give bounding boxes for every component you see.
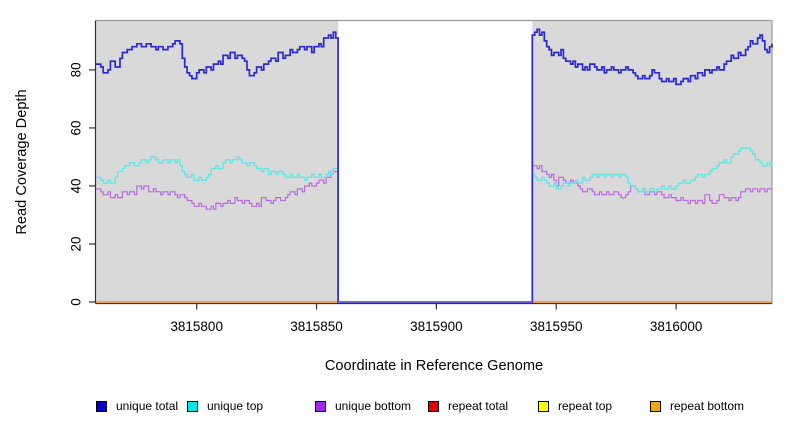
y-axis-title: Read Coverage Depth [14,89,30,234]
legend-item-unique-bottom: unique bottom [315,397,411,415]
legend-swatch-repeat-bottom [650,400,661,412]
legend-swatch-repeat-total [428,400,439,412]
legend-item-repeat-bottom: repeat bottom [650,397,744,415]
legend-item-repeat-total: repeat total [428,397,508,415]
x-tick-label: 3816000 [650,319,703,334]
x-tick-label: 3815800 [170,319,223,334]
legend-label: repeat total [448,399,509,413]
no-data-gap-region [338,21,533,303]
legend-item-repeat-top: repeat top [538,397,612,415]
legend-swatch-repeat-top [538,400,549,412]
y-tick-label: 20 [69,236,84,251]
y-tick-label: 60 [69,120,84,135]
y-tick-label: 40 [69,178,84,193]
plot-legend: unique total unique top unique bottom repea… [0,397,792,421]
series-line-unique-total [96,28,773,303]
x-tick-label: 3815950 [530,319,583,334]
legend-item-unique-top: unique top [187,397,263,415]
y-tick-label: 0 [69,298,84,306]
legend-label: unique bottom [335,399,412,413]
legend-swatch-unique-total [96,400,107,412]
y-tick-label: 80 [69,62,84,77]
legend-item-unique-total: unique total [96,397,178,415]
legend-label: unique top [207,399,264,413]
x-tick-label: 3815900 [410,319,463,334]
legend-swatch-unique-top [187,400,198,412]
legend-label: repeat bottom [670,399,745,413]
legend-swatch-unique-bottom [315,400,326,412]
coverage-plot: 3815800 3815850 3815900 3815950 3816000 0 20 40… [14,19,773,374]
x-axis-title: Coordinate in Reference Genome [325,358,543,374]
legend-label: repeat top [558,399,613,413]
x-tick-label: 3815850 [290,319,343,334]
legend-label: unique total [116,399,179,413]
